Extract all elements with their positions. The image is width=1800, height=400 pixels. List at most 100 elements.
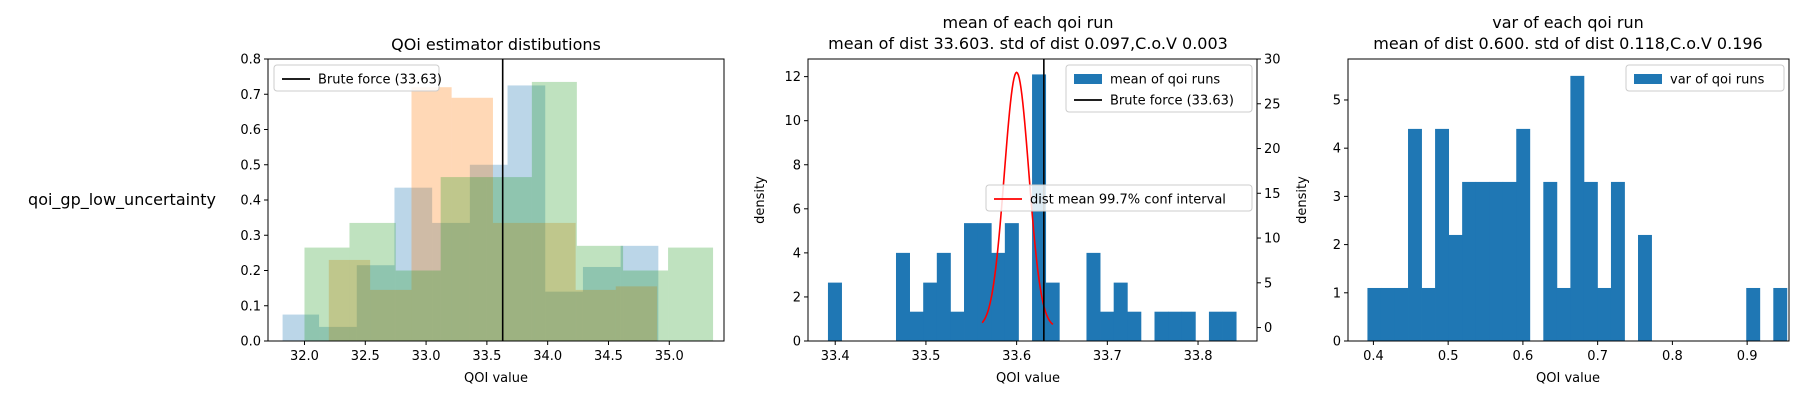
p2-title: mean of each qoi run <box>943 13 1114 32</box>
p3-bar <box>1421 287 1436 341</box>
p3-x-tick-label: 0.9 <box>1737 349 1758 364</box>
p1-y-tick-label: 0.4 <box>240 194 261 209</box>
p2-y-tick-label: 10 <box>784 114 801 129</box>
p3-legend: var of qoi runs <box>1625 64 1785 92</box>
p2-y-tick-label: 4 <box>793 246 801 261</box>
p2-bar <box>923 282 938 341</box>
p3-bar <box>1435 128 1450 341</box>
p1-xlabel: QOI value <box>464 371 528 386</box>
p1-series0-bar <box>282 314 320 341</box>
p3-bar <box>1475 181 1490 341</box>
p3-bar <box>1502 181 1517 341</box>
p3-bar <box>1543 181 1558 341</box>
p2-y2-tick-label: 0 <box>1264 321 1272 336</box>
p3-subtitle: mean of dist 0.600. std of dist 0.118,C.… <box>1373 34 1762 53</box>
p2-bar <box>909 311 924 341</box>
panel-var-of-each-qoi-run: var of each qoi run mean of dist 0.600. … <box>1295 13 1790 386</box>
p1-series0-bar <box>432 222 470 341</box>
p1-x-tick-label: 32.0 <box>290 349 319 364</box>
p3-bar <box>1367 287 1382 341</box>
p2-x-ticks: 33.4 33.5 33.6 33.7 33.8 <box>821 341 1213 364</box>
p3-ylabel: density <box>1295 176 1310 224</box>
p2-ylabel: density <box>753 176 768 224</box>
p2-legend: mean of qoi runs Brute force (33.63) <box>1065 64 1253 113</box>
p2-x-tick-label: 33.8 <box>1184 349 1213 364</box>
p2-legend2-label: dist mean 99.7% conf interval <box>1030 193 1226 208</box>
p2-x-tick-label: 33.7 <box>1093 349 1122 364</box>
p1-x-tick-label: 33.5 <box>472 349 501 364</box>
p1-x-tick-label: 32.5 <box>351 349 380 364</box>
p2-bar <box>1100 311 1115 341</box>
p1-series0-bar <box>545 291 583 341</box>
p2-y-tick-label: 0 <box>793 335 801 350</box>
p1-series1-bar <box>328 259 371 341</box>
p1-x-tick-label: 35.0 <box>655 349 684 364</box>
p2-legend-label: Brute force (33.63) <box>1110 94 1234 109</box>
p3-legend-box <box>1625 64 1785 92</box>
p1-x-ticks: 32.0 32.5 33.0 33.5 34.0 34.5 35.0 <box>290 341 684 364</box>
p1-series0-bar <box>319 326 357 341</box>
p1-series1-bar <box>411 87 452 341</box>
p2-bar <box>1154 311 1169 341</box>
p1-series0-bar <box>469 164 508 341</box>
p2-y2-tick-label: 20 <box>1264 142 1281 157</box>
p1-x-tick-label: 34.5 <box>594 349 623 364</box>
p1-x-tick-label: 33.0 <box>412 349 441 364</box>
p3-xlabel: QOI value <box>1536 371 1600 386</box>
p1-series1-bar <box>575 289 616 341</box>
panel-mean-of-each-qoi-run: mean of each qoi run mean of dist 33.603… <box>753 13 1281 386</box>
p2-bar <box>1222 311 1237 341</box>
p1-y-tick-label: 0.3 <box>240 229 261 244</box>
p3-bar <box>1746 287 1761 341</box>
p1-series0-bar <box>394 187 433 341</box>
p3-bar <box>1516 128 1531 341</box>
p1-x-tick-label: 34.0 <box>533 349 562 364</box>
p3-bar <box>1773 287 1788 341</box>
p3-title: var of each qoi run <box>1492 13 1643 32</box>
p3-x-tick-label: 0.6 <box>1513 349 1534 364</box>
p2-y2-tick-label: 5 <box>1264 276 1272 291</box>
p2-bar <box>1004 223 1019 341</box>
p3-bar <box>1462 181 1477 341</box>
p3-y-ticks: 0 1 2 3 4 5 <box>1333 93 1348 350</box>
p3-y-tick-label: 0 <box>1333 335 1341 350</box>
p1-series0-bar <box>620 245 659 341</box>
p3-bar <box>1597 287 1612 341</box>
p3-bar <box>1448 234 1463 341</box>
p2-bar <box>1208 311 1223 341</box>
p3-x-tick-label: 0.4 <box>1363 349 1384 364</box>
p2-legend2-box <box>985 184 1253 212</box>
p2-bar <box>1086 252 1101 341</box>
p2-y-ticks: 0 2 4 6 8 10 12 <box>784 70 808 350</box>
p1-series0-bar <box>582 266 621 341</box>
p1-series2-bar <box>440 177 487 341</box>
p1-series1-bar <box>370 289 412 341</box>
panel-qoi-estimator-distributions: QOi estimator distibutions QOI value 32.… <box>240 35 725 386</box>
p1-series2-bar <box>349 222 396 341</box>
p3-bar <box>1408 128 1422 341</box>
p3-frame <box>1347 58 1790 342</box>
p1-legend-box <box>273 64 440 92</box>
p2-y2-tick-label: 25 <box>1264 97 1281 112</box>
p2-bar <box>950 311 965 341</box>
p2-bar <box>1045 282 1060 341</box>
p1-legend: Brute force (33.63) <box>273 64 442 92</box>
p3-bar <box>1570 75 1585 341</box>
p2-bar <box>1181 311 1196 341</box>
p2-legend-label: mean of qoi runs <box>1110 73 1220 88</box>
p1-series0-bar <box>356 265 395 341</box>
p2-subtitle: mean of dist 33.603. std of dist 0.097,C… <box>828 34 1228 53</box>
p2-y2-tick-label: 30 <box>1264 53 1281 68</box>
p2-bar <box>895 252 910 341</box>
p2-y2-tick-label: 15 <box>1264 187 1281 202</box>
p2-bar <box>977 223 992 341</box>
p3-x-tick-label: 0.5 <box>1438 349 1459 364</box>
p3-legend-label: var of qoi runs <box>1670 73 1765 88</box>
p1-y-tick-label: 0.2 <box>240 264 261 279</box>
p3-bar <box>1583 181 1598 341</box>
p2-bar <box>991 252 1006 341</box>
p1-series1-bar <box>534 222 576 341</box>
p2-bar <box>827 282 842 341</box>
p2-y2-tick-label: 10 <box>1264 232 1281 247</box>
